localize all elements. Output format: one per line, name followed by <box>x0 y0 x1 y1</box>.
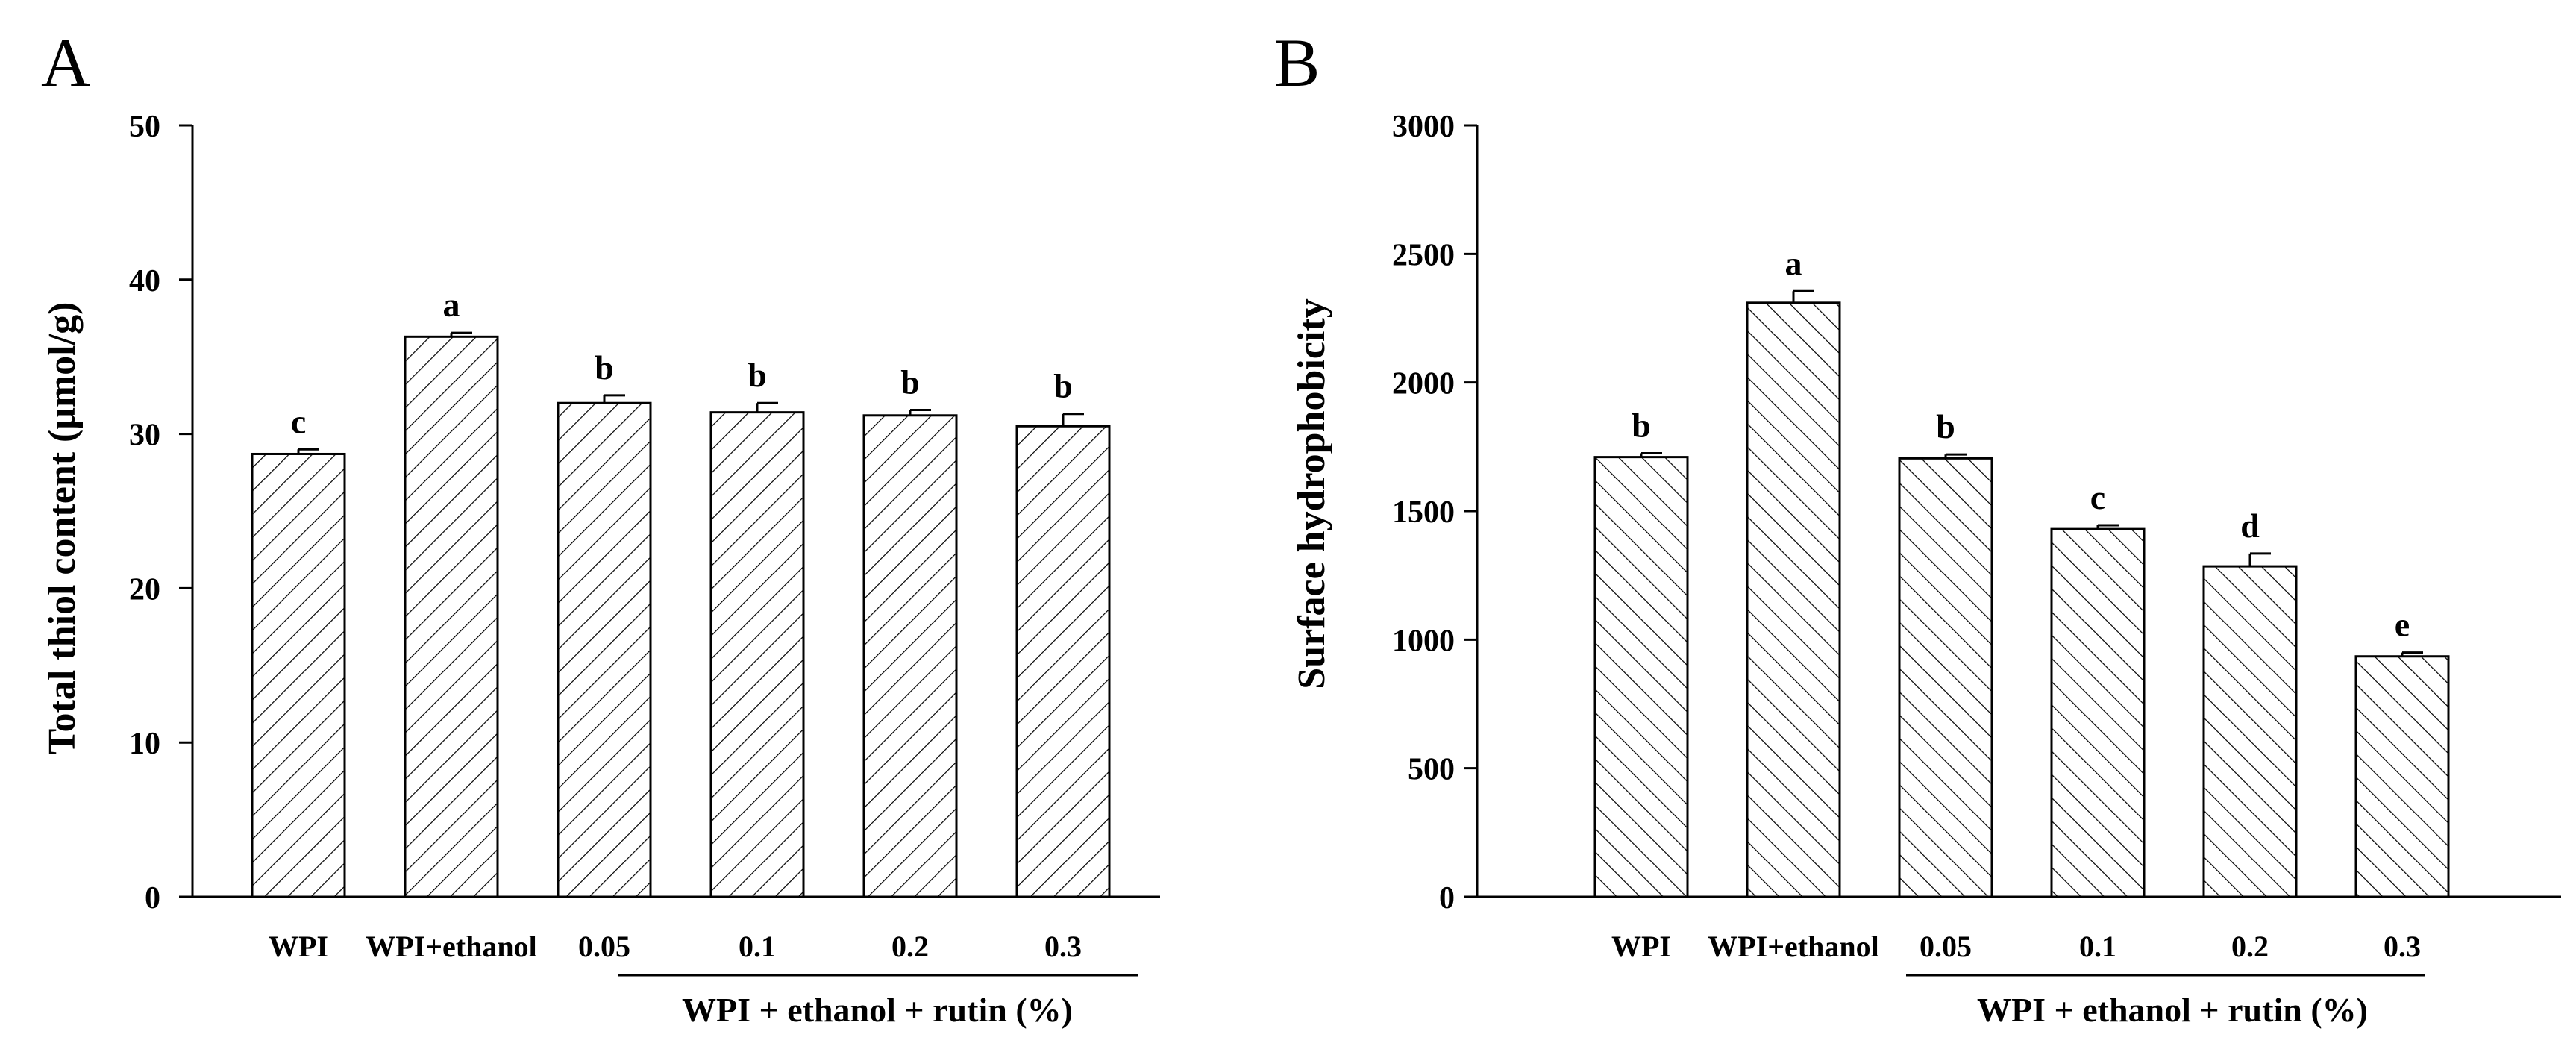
chart-panel-b: B Surface hydrophobicity 0 500 1000 1500 200… <box>1274 25 2561 1029</box>
bar-a-4 <box>709 411 805 898</box>
significance-letter-b-5: d <box>2240 507 2260 545</box>
y-tick-label-b: 500 <box>1408 753 1455 787</box>
y-tick-label-a: 40 <box>129 264 160 298</box>
bar-b-6 <box>2354 655 2450 898</box>
y-tick-label-a: 30 <box>129 419 160 453</box>
significance-letter-a-5: b <box>900 363 920 401</box>
significance-letter-a-2: a <box>443 286 460 324</box>
bar-b-5 <box>2202 565 2298 898</box>
chart-panel-a: A Total thiol content (μmol/g) 0 10 20 30 40… <box>41 25 1160 1029</box>
significance-letter-b-6: e <box>2395 606 2410 644</box>
significance-letter-b-2: a <box>1785 244 1802 282</box>
significance-letter-a-3: b <box>595 348 614 386</box>
panel-letter-b: B <box>1274 25 1320 101</box>
category-label-a-1: WPI <box>269 930 328 963</box>
bar-a-3 <box>557 401 652 898</box>
y-tick-label-b: 2500 <box>1392 238 1455 272</box>
bar-a-1 <box>251 452 346 898</box>
y-axis-title-a: Total thiol content (μmol/g) <box>41 302 84 755</box>
plot-area-a: 0 10 20 30 40 50 c WPI a WPI+ethanol b 0.05 b 0.1 b 0.2… <box>129 110 1160 1029</box>
bar-b-3 <box>1898 457 1993 898</box>
significance-letter-b-1: b <box>1632 406 1651 444</box>
category-label-a-6: 0.3 <box>1044 930 1082 963</box>
y-tick-label-b: 3000 <box>1392 110 1455 144</box>
category-label-b-1: WPI <box>1611 930 1671 963</box>
category-label-b-5: 0.2 <box>2231 930 2269 963</box>
y-axis-title-b: Surface hydrophobicity <box>1291 298 1333 689</box>
significance-letter-a-4: b <box>748 356 767 394</box>
bar-a-6 <box>1015 425 1111 898</box>
bar-b-4 <box>2050 527 2146 898</box>
category-label-b-4: 0.1 <box>2079 930 2116 963</box>
significance-letter-a-6: b <box>1053 367 1073 405</box>
bar-b-2 <box>1746 301 1841 898</box>
category-label-b-3: 0.05 <box>1920 930 1972 963</box>
category-label-b-6: 0.3 <box>2384 930 2421 963</box>
y-tick-label-a: 10 <box>129 727 160 761</box>
group-label-b: WPI + ethanol + rutin (%) <box>1977 991 2368 1029</box>
bar-a-5 <box>862 414 958 898</box>
panel-letter-a: A <box>41 25 90 101</box>
category-label-a-2: WPI+ethanol <box>366 930 536 963</box>
category-label-a-3: 0.05 <box>578 930 630 963</box>
y-tick-label-b: 0 <box>1439 881 1455 915</box>
y-tick-label-a: 50 <box>129 110 160 144</box>
bar-b-1 <box>1593 456 1689 898</box>
category-label-a-5: 0.2 <box>891 930 929 963</box>
y-tick-label-a: 0 <box>145 881 160 915</box>
significance-letter-b-4: c <box>2090 478 2105 516</box>
bar-a-2 <box>404 335 499 898</box>
group-label-a: WPI + ethanol + rutin (%) <box>682 991 1073 1029</box>
y-tick-label-a: 20 <box>129 572 160 607</box>
y-tick-label-b: 2000 <box>1392 367 1455 401</box>
y-tick-label-b: 1500 <box>1392 495 1455 530</box>
category-label-a-4: 0.1 <box>739 930 776 963</box>
plot-area-b: 0 500 1000 1500 2000 2500 3000 b WPI a WPI+ethanol… <box>1392 110 2561 1029</box>
significance-letter-a-1: c <box>291 402 306 440</box>
y-tick-label-b: 1000 <box>1392 624 1455 658</box>
category-label-b-2: WPI+ethanol <box>1708 930 1878 963</box>
significance-letter-b-3: b <box>1936 407 1955 445</box>
